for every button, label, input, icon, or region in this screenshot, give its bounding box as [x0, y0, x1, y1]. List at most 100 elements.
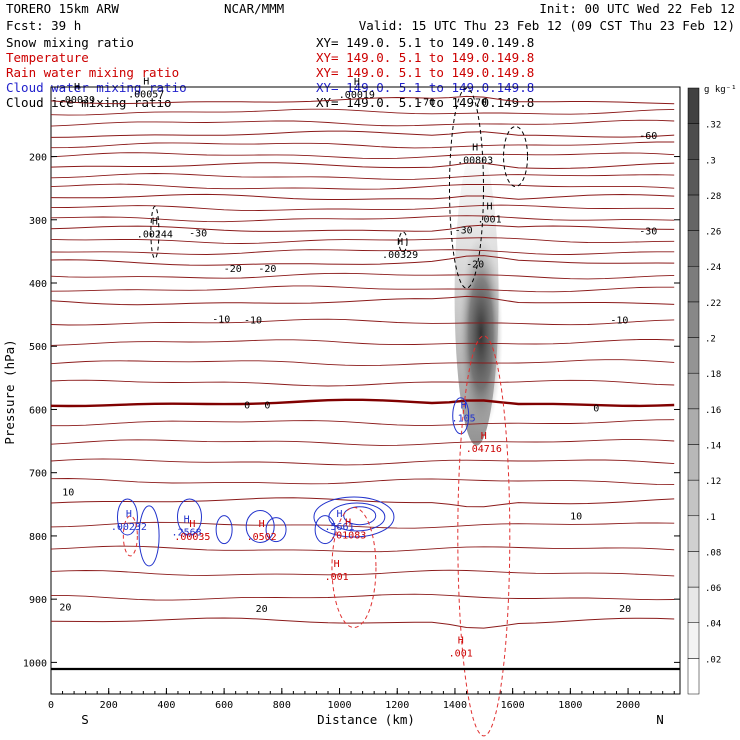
colorbar-swatch: [687, 265, 700, 303]
isotherm-intermediate: [50, 237, 675, 244]
max-marker: H: [487, 202, 493, 213]
isotherm-label: -10: [610, 316, 628, 327]
x-tick-label: 1200: [385, 700, 409, 711]
isotherm-minus60: [50, 130, 675, 138]
legend-name: Temperature: [6, 50, 89, 65]
snow-contour: [503, 126, 529, 188]
colorbar-swatch: [687, 194, 700, 231]
max-value: .00803: [457, 156, 493, 167]
max-marker: H: [472, 143, 478, 154]
isotherm-label: -20: [224, 264, 242, 275]
max-marker: H: [74, 82, 80, 93]
y-tick-label: 800: [29, 532, 47, 543]
x-tick-label: 2000: [616, 700, 640, 711]
isotherm-intermediate: [50, 108, 675, 116]
max-marker: H: [126, 509, 132, 520]
isotherm-intermediate: [50, 285, 675, 293]
x-tick-label: 1800: [558, 700, 582, 711]
plot-frame: [50, 86, 681, 695]
model-title: TORERO 15km ARW: [6, 1, 119, 16]
isotherm-label: -20: [258, 264, 276, 275]
x-tick-label: 600: [215, 700, 233, 711]
isotherm-intermediate: [50, 478, 675, 486]
rain-contour: [331, 507, 377, 629]
colorbar-swatch: [687, 515, 700, 552]
isotherm-intermediate: [50, 215, 675, 223]
legend-name: Rain water mixing ratio: [6, 65, 179, 80]
colorbar-label: .14: [705, 441, 721, 451]
isotherm-intermediate: [51, 419, 675, 427]
isotherm-intermediate: [50, 545, 675, 553]
max-value: .00039: [59, 95, 95, 106]
max-marker: H: [143, 76, 149, 87]
y-tick-label: 900: [29, 595, 47, 606]
isotherm-intermediate: [50, 141, 675, 149]
x-tick-label: 1000: [327, 700, 351, 711]
max-marker: H: [461, 401, 467, 412]
colorbar-swatch: [687, 123, 700, 160]
max-value: .001: [449, 648, 473, 659]
isotherm-minus40: [50, 193, 675, 200]
max-value: .00019: [339, 90, 375, 101]
isotherm-label: -30: [189, 228, 207, 239]
colorbar-label: .26: [705, 228, 721, 238]
snow-shading: [454, 145, 503, 446]
snow-core-shade: [458, 233, 503, 434]
x-tick-label: 200: [100, 700, 118, 711]
isotherm-intermediate: [50, 119, 675, 127]
cloudwater-contour: [452, 397, 470, 435]
max-marker: H: [152, 217, 158, 228]
colorbar-label: .32: [705, 121, 721, 131]
isotherm-label: 20: [256, 604, 268, 615]
maxima-labels: H .00057 H .00039 H .00019 H .00244 H .00329 H .008…: [59, 76, 502, 659]
cloudwater-contour: [314, 515, 336, 545]
isotherm-intermediate: [50, 569, 675, 577]
max-value: .2568: [172, 528, 202, 539]
y-tick-label: 300: [29, 216, 47, 227]
max-marker: H: [337, 509, 343, 520]
colorbar-label: .1: [705, 513, 716, 523]
isotherm-minus10: [50, 295, 675, 306]
isotherm-intermediate: [50, 379, 675, 387]
colorbar-label: .22: [705, 299, 721, 309]
colorbar-label: .12: [705, 477, 721, 487]
isotherm-label: 10: [570, 512, 582, 523]
x-axis: 0 200 400 600 800 1000 1200 1400 1600 1800 2000: [48, 688, 675, 711]
isotherm-intermediate: [50, 359, 675, 367]
colorbar-swatch: [687, 159, 700, 196]
max-value: .0502: [247, 532, 277, 543]
max-value: .5661: [324, 522, 354, 533]
cloudwater-contour: [265, 517, 287, 543]
max-value: .001: [478, 215, 502, 226]
cloudwater-contour: [138, 505, 160, 567]
colorbar-swatch: [687, 479, 700, 517]
y-tick-label: 700: [29, 469, 47, 480]
rain-contour: [457, 335, 511, 737]
max-marker: H: [397, 237, 403, 248]
y-tick-label: 1000: [23, 658, 47, 669]
colorbar-swatch: [687, 586, 700, 623]
isotherm-intermediate: [50, 439, 675, 446]
isotherm-label: -10: [244, 316, 262, 327]
colorbar-label: .08: [705, 548, 721, 558]
max-value: .00329: [382, 250, 418, 261]
org-label: NCAR/MMM: [224, 1, 284, 16]
y-tick-label: 500: [29, 342, 47, 353]
y-tick-label: 400: [29, 279, 47, 290]
isotherm-intermediate: [50, 521, 675, 529]
isotherm-label: -30: [639, 227, 657, 238]
isotherm-intermediate: [50, 204, 675, 211]
init-time: Init: 00 UTC Wed 22 Feb 12: [539, 1, 735, 16]
colorbar-label: .2: [705, 335, 716, 345]
isotherm-minus70: [50, 95, 675, 105]
max-value: .00057: [128, 89, 164, 100]
isotherm-label: 0: [244, 400, 250, 411]
colorbar-swatch: [687, 444, 700, 481]
max-value: .105: [452, 414, 476, 425]
legend-name: Snow mixing ratio: [6, 35, 134, 50]
isotherm-intermediate: [50, 318, 675, 326]
max-marker: H: [334, 559, 340, 570]
isotherm-label: -10: [212, 314, 230, 325]
y-axis-title: Pressure (hPa): [2, 339, 17, 444]
colorbar-swatch: [687, 372, 700, 410]
